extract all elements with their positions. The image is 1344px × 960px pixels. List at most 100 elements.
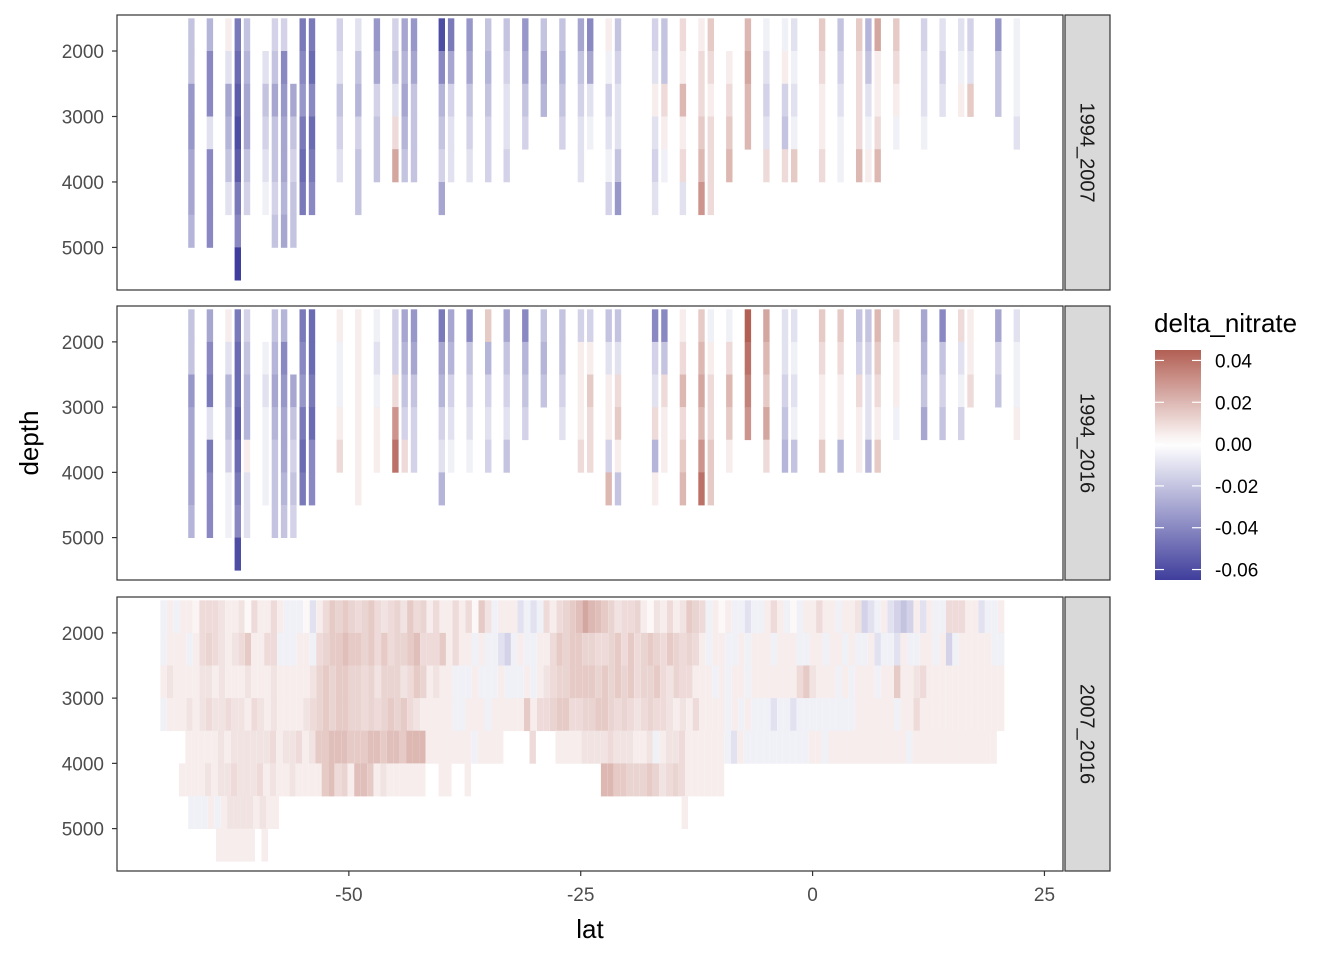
heatmap-cell [945,730,952,764]
heatmap-cell [392,149,399,183]
heatmap-cell [932,632,940,666]
heatmap-cell [737,730,744,764]
heatmap-cell [342,698,349,732]
heatmap-cell [938,730,945,764]
heatmap-cell [280,472,288,506]
heatmap-cell [234,374,241,408]
heatmap-cell [309,698,317,732]
heatmap-cell [744,632,752,666]
heatmap-cell [712,698,719,732]
heatmap-cell [712,600,719,634]
heatmap-cell [873,730,880,764]
heatmap-cell [394,698,401,732]
heatmap-cell [829,600,836,634]
heatmap-cell [1013,116,1020,150]
heatmap-cell [380,763,387,797]
heatmap-cell [679,83,687,117]
heatmap-cell [763,730,770,764]
heatmap-cell [894,698,901,732]
heatmap-cell [614,665,622,699]
heatmap-cell [413,698,420,732]
heatmap-cell [666,665,674,699]
heatmap-cell [355,309,362,343]
heatmap-cell [692,632,700,666]
heatmap-cell [712,632,719,666]
heatmap-cell [1013,83,1020,117]
heatmap-cell [621,600,628,634]
heatmap-cell [887,665,894,699]
heatmap-cell [790,698,797,732]
heatmap-cell [216,828,223,862]
heatmap-cell [543,665,550,699]
heatmap-cell [303,665,310,699]
heatmap-cell [466,309,473,343]
heatmap-cell [299,309,306,343]
heatmap-cell [218,665,226,699]
heatmap-cell [789,730,796,764]
heatmap-cell [881,600,888,634]
heatmap-cell [178,763,186,797]
heatmap-cell [660,632,667,666]
heatmap-cell [865,18,872,52]
heatmap-cell [651,439,659,473]
heatmap-cell [185,763,192,797]
heatmap-cell [679,665,687,699]
heatmap-cell [868,600,875,634]
heatmap-cell [322,632,330,666]
heatmap-cell [225,698,232,732]
heatmap-cell [276,763,283,797]
heatmap-cell [995,374,1002,408]
heatmap-cell [744,374,752,408]
heatmap-cell [818,407,826,441]
heatmap-cell [821,730,828,764]
heatmap-cell [587,730,595,764]
heatmap-cell [271,439,279,473]
heatmap-cell [699,665,706,699]
heatmap-cell [522,18,529,52]
heatmap-cell [280,214,288,248]
heatmap-cell [360,730,368,764]
heatmap-cell [271,505,279,538]
heatmap-cell [679,341,687,375]
heatmap-cell [485,439,492,473]
heatmap-cell [614,407,622,441]
legend-tick-label: 0.00 [1215,435,1252,456]
heatmap-cell [212,600,219,634]
heatmap-cell [381,698,388,732]
heatmap-cell [355,665,362,699]
heatmap-cell [410,439,418,473]
heatmap-cell [556,632,563,666]
heatmap-cell [536,698,544,732]
heatmap-cell [777,665,784,699]
heatmap-cell [965,632,972,666]
heatmap-cell [608,698,615,732]
heatmap-cell [842,632,849,666]
heatmap-cell [906,730,913,764]
heatmap-cell [316,632,323,666]
heatmap-cell [498,632,505,666]
heatmap-cell [225,374,232,408]
heatmap-cell [394,600,401,634]
heatmap-cell [410,116,418,150]
heatmap-cell [199,600,206,634]
heatmap-cell [348,698,355,732]
heatmap-cell [393,730,400,764]
heatmap-cell [271,472,279,506]
heatmap-cell [160,698,167,732]
heatmap-cell [791,407,798,441]
heatmap-cell [504,665,511,699]
heatmap-cell [791,116,798,150]
heatmap-cell [874,51,881,85]
heatmap-cell [438,407,445,441]
heatmap-cell [967,309,974,343]
heatmap-cell [485,341,492,375]
heatmap-cell [204,730,212,764]
heatmap-cell [639,763,647,797]
heatmap-cell [231,600,239,634]
heatmap-cell [763,51,770,85]
heatmap-cell [243,309,251,343]
heatmap-cell [234,309,241,343]
heatmap-cell [348,632,355,666]
heatmap-cell [536,632,544,666]
x-tick-label: -50 [335,885,362,906]
